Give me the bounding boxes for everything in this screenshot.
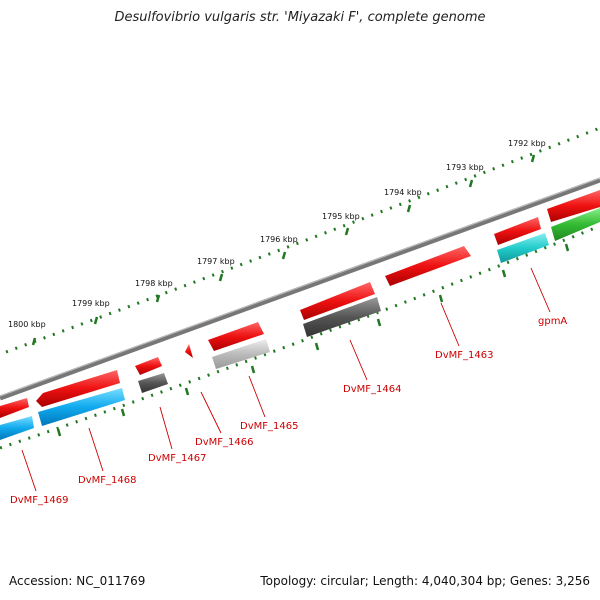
leader-line [200, 391, 222, 434]
inner-tick [376, 318, 382, 327]
gene-feature [185, 344, 193, 358]
gene-feature [36, 370, 120, 407]
ruler-label: 1795 kbp [322, 212, 360, 221]
gene-label: DvMF_1468 [78, 475, 136, 486]
genome-backbone-highlight [0, 177, 600, 397]
inner-tick [250, 365, 256, 374]
ruler-label: 1792 kbp [508, 139, 546, 148]
ruler-tick [281, 251, 287, 260]
ruler-tick [155, 294, 161, 303]
gene-feature [497, 233, 549, 263]
ruler-tick [468, 179, 474, 188]
ruler-label: 1798 kbp [135, 279, 173, 288]
gene-label: DvMF_1467 [148, 453, 206, 464]
inner-tick [120, 408, 126, 417]
inner-tick [438, 294, 444, 303]
leader-line [440, 302, 460, 347]
leader-line [21, 449, 37, 492]
gene-feature [0, 398, 29, 418]
ruler-label: 1800 kbp [8, 320, 46, 329]
gene-feature [135, 357, 162, 375]
gene-label: DvMF_1469 [10, 495, 68, 506]
gene-label: DvMF_1465 [240, 421, 298, 432]
ruler-label: 1796 kbp [260, 235, 298, 244]
gene-label: gpmA [538, 316, 567, 327]
leader-line [88, 427, 104, 472]
leader-line [159, 406, 173, 450]
gene-labels: gpmA DvMF_1463 DvMF_1464 DvMF_1465 DvMF_… [10, 316, 567, 506]
gene-feature [0, 416, 34, 440]
gene-feature [385, 246, 471, 286]
inner-tick [184, 387, 190, 396]
ruler-tick [344, 227, 350, 236]
gene-track-inner [0, 208, 600, 440]
ruler-label: 1797 kbp [197, 257, 235, 266]
genome-summary-text: Topology: circular; Length: 4,040,304 bp… [260, 574, 590, 588]
ruler-tick [31, 337, 37, 346]
gene-label: DvMF_1463 [435, 350, 493, 361]
gene-feature [551, 208, 600, 241]
gene-feature [138, 373, 168, 393]
ruler-ticks [31, 154, 536, 346]
ruler-tick [218, 273, 224, 282]
leader-line [248, 375, 266, 418]
inner-tick [564, 243, 570, 252]
inner-ruler-ticks [56, 243, 570, 437]
ruler-label: 1793 kbp [446, 163, 484, 172]
gene-label: DvMF_1466 [195, 437, 253, 448]
inner-tick [501, 269, 507, 278]
map-title: Desulfovibrio vulgaris str. 'Miyazaki F'… [114, 10, 486, 25]
gene-track-outer [0, 190, 600, 418]
gene-feature [547, 190, 600, 222]
gene-feature [303, 297, 381, 337]
ruler-label: 1794 kbp [384, 188, 422, 197]
ruler-labels: 1792 kbp 1793 kbp 1794 kbp 1795 kbp 1796… [8, 139, 546, 329]
ruler-label: 1799 kbp [72, 299, 110, 308]
leader-line [349, 339, 368, 381]
inner-tick [314, 342, 320, 351]
ruler-tick [406, 204, 412, 213]
gene-feature [212, 339, 270, 369]
leader-line [530, 267, 551, 313]
scale-ruler [5, 126, 600, 354]
label-leaders [21, 267, 551, 492]
accession-text: Accession: NC_011769 [9, 574, 146, 588]
ruler-tick [530, 154, 536, 163]
gene-feature [300, 282, 375, 320]
gene-feature [494, 217, 541, 245]
inner-tick [56, 428, 62, 437]
gene-feature [208, 322, 264, 351]
ruler-tick [93, 316, 99, 325]
gene-feature [38, 388, 125, 426]
gene-label: DvMF_1464 [343, 384, 401, 395]
genome-backbone [0, 177, 600, 401]
